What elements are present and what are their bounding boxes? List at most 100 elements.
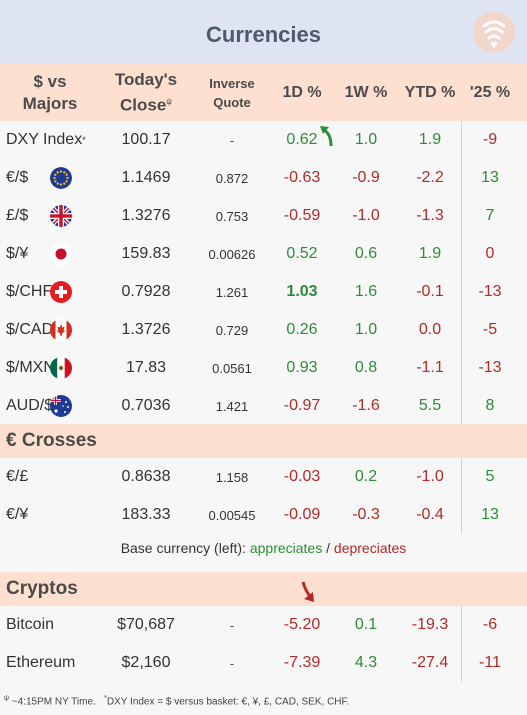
inverse-quote: 1.158 [190,458,274,496]
inverse-quote: - [190,121,274,159]
change-1w: 1.0 [336,311,396,349]
change-2025: 13 [463,496,517,534]
pair-name-text: AUD/$ [6,397,54,414]
inverse-quote-text: 0.00545 [208,507,256,523]
pair-name-text: DXY Index [6,131,83,148]
change-ytd-text: -27.4 [411,654,449,671]
table-row: $/¥ 159.83 0.00626 0.52 0.6 1.9 0 [0,235,527,273]
change-ytd-text: -0.4 [416,506,444,523]
change-ytd-text: -0.1 [416,283,444,300]
change-2025-text: 5 [485,468,495,485]
pair-name: Ethereum [6,644,106,682]
pair-name-text: €/$ [6,169,29,186]
change-1w-text: 1.0 [354,131,378,148]
pair-name: $/CHF [6,273,106,311]
au-flag-icon [50,395,72,417]
change-1d-text: 0.52 [286,245,318,262]
pair-name-text: Ethereum [6,654,76,671]
change-ytd: -2.2 [398,159,462,197]
close-value-text: 0.8638 [121,468,171,485]
close-value: 0.7036 [104,387,188,425]
pair-name: €/£ [6,458,106,496]
change-1w: -0.3 [336,496,396,534]
change-1d-text: 1.03 [286,283,318,300]
change-ytd-text: -2.2 [416,169,444,186]
pair-name: €/¥ [6,496,106,534]
pair-name: $/CAD [6,311,106,349]
pair-name-text: $/CHF [6,283,53,300]
legend-up: appreciates [249,540,323,556]
change-1d: 1.03 [272,273,332,311]
pair-name: $/¥ [6,235,106,273]
change-2025: -9 [463,121,517,159]
change-ytd: 0.0 [398,311,462,349]
col-header-2025: '25 % [469,83,511,101]
change-ytd: -0.1 [398,273,462,311]
table-row: AUD/$ 0.7036 1.421 -0.97 -1.6 5.5 8 [0,387,527,425]
change-1w: 4.3 [336,644,396,682]
close-value-text: 1.3726 [121,321,171,338]
mx-flag-icon [50,357,72,379]
inverse-quote: 0.753 [190,197,274,235]
close-value-text: 159.83 [121,245,171,262]
inverse-quote-text: - [229,655,235,671]
pair-name-text: €/¥ [6,506,29,523]
col-header-inverse: Inverse Quote [209,75,255,110]
change-2025: 7 [463,197,517,235]
column-divider [461,121,462,424]
pair-name: Bitcoin [6,606,106,644]
change-2025-text: 8 [485,397,495,414]
inverse-quote-text: - [229,617,235,633]
change-1d-text: 0.26 [286,321,318,338]
change-2025: -6 [463,606,517,644]
change-1d: -7.39 [272,644,332,682]
change-ytd-text: 1.9 [418,131,442,148]
change-1d: -5.20 [272,606,332,644]
change-ytd: 1.9 [398,121,462,159]
change-1w-text: -1.0 [352,207,380,224]
legend-down: depreciates [333,540,407,556]
close-value-text: 1.1469 [121,169,171,186]
change-1d: 0.52 [272,235,332,273]
page-title: Currencies [206,22,321,47]
ch-flag-icon [50,281,72,303]
pair-name: €/$ [6,159,106,197]
close-value-text: $2,160 [121,654,171,671]
change-1w: -1.6 [336,387,396,425]
table-row: $/CAD 1.3726 0.729 0.26 1.0 0.0 -5 [0,311,527,349]
col-header-1d: 1D % [282,83,322,101]
change-1d: -0.59 [272,197,332,235]
close-value: 1.3726 [104,311,188,349]
change-1d-text: -0.59 [283,207,321,224]
inverse-quote-text: 0.872 [215,170,249,186]
close-value: 100.17 [104,121,188,159]
inverse-quote: 0.729 [190,311,274,349]
change-2025-text: -5 [482,321,498,338]
change-ytd-text: 1.9 [418,245,442,262]
col-header-ytd: YTD % [404,83,456,101]
close-value-text: 0.7036 [121,397,171,414]
up-arrow-icon [320,126,333,147]
table-row: €/¥ 183.33 0.00545 -0.09 -0.3 -0.4 13 [0,496,527,534]
change-1d: 0.26 [272,311,332,349]
change-1d-text: -0.97 [283,397,321,414]
pair-name-text: £/$ [6,207,29,224]
change-1w-text: -0.3 [352,506,380,523]
inverse-quote-text: 0.729 [215,322,249,338]
table-row: €/$ 1.1469 0.872 -0.63 -0.9 -2.2 13 [0,159,527,197]
change-1w: 1.6 [336,273,396,311]
close-value-text: 17.83 [125,359,167,376]
table-row: $/MXN 17.83 0.0561 0.93 0.8 -1.1 -13 [0,349,527,387]
change-1d-text: -0.63 [283,169,321,186]
close-value: 17.83 [104,349,188,387]
change-1w-text: -0.9 [352,169,380,186]
logo-icon [473,11,515,53]
change-1w-text: 0.1 [354,616,378,633]
close-value: 1.1469 [104,159,188,197]
change-2025-text: 7 [485,207,495,224]
inverse-quote: 0.00626 [190,235,274,273]
close-value: $2,160 [104,644,188,682]
close-value: 0.7928 [104,273,188,311]
pair-name: $/MXN [6,349,106,387]
close-value: 0.8638 [104,458,188,496]
